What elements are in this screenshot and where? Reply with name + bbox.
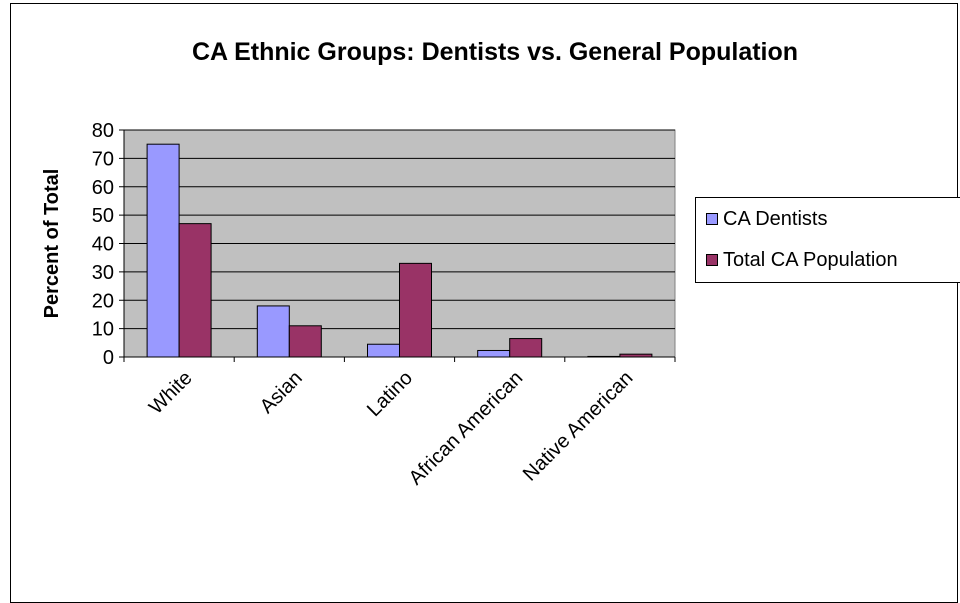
y-tick-label: 50 (92, 205, 114, 227)
bar-white-ca-dentists (146, 143, 180, 358)
bar-asian-total-ca-population (288, 325, 322, 358)
legend-swatch (706, 213, 718, 225)
y-tick-label: 10 (92, 319, 114, 341)
y-tick-label: 80 (92, 120, 114, 142)
x-tick-label: Asian (256, 367, 307, 418)
x-tick-label: Native American (519, 367, 638, 486)
y-tick-label: 30 (92, 262, 114, 284)
chart-title: CA Ethnic Groups: Dentists vs. General P… (191, 38, 799, 66)
legend: CA Dentists Total CA Population (695, 197, 960, 283)
bar-african-american-total-ca-population (509, 338, 543, 358)
y-tick-label: 0 (103, 347, 114, 369)
legend-label: CA Dentists (723, 208, 828, 230)
legend-swatch (706, 254, 718, 266)
chart-area: 0 10 20 30 40 50 60 70 80 White Asian LatinoAfrica… (41, 120, 676, 489)
y-tick-label: 20 (92, 290, 114, 312)
axes (119, 129, 676, 362)
y-tick-label: 40 (92, 234, 114, 256)
bar-latino-ca-dentists (367, 343, 400, 358)
y-tick-label: 70 (92, 148, 114, 170)
legend-label: Total CA Population (723, 249, 898, 271)
x-tick-label: White (145, 367, 197, 419)
bars (146, 143, 653, 358)
y-axis-label: Percent of Total (41, 169, 63, 319)
x-tick-label: Latino (363, 367, 417, 421)
bar-asian-ca-dentists (256, 305, 290, 358)
y-tick-labels: 0 10 20 30 40 50 60 70 80 (92, 120, 114, 369)
bar-african-american-ca-dentists (477, 349, 511, 358)
legend-item-total-ca-population: Total CA Population (706, 249, 898, 272)
y-tick-label: 60 (92, 177, 114, 199)
legend-item-ca-dentists: CA Dentists (706, 208, 827, 231)
bar-latino-total-ca-population (399, 262, 432, 358)
x-tick-label: African American (405, 367, 527, 489)
bar-white-total-ca-population (178, 223, 212, 358)
